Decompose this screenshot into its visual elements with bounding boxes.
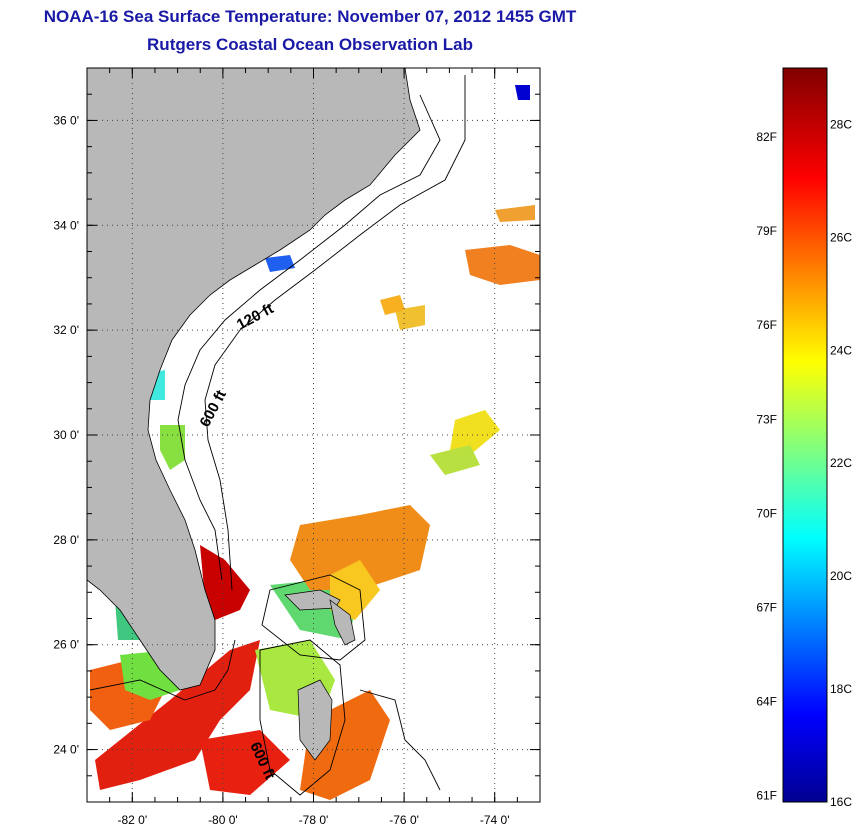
map-title: NOAA-16 Sea Surface Temperature: Novembe… <box>43 7 577 26</box>
map-axis-ticks: 24 0' 26 0' 28 0' 30 0' 32 0' 34 0' 36 0' -82 0… <box>53 67 541 827</box>
colorbar-celsius-label: 24C <box>830 343 852 357</box>
sst-patch-central-yellow <box>330 560 380 620</box>
lon-tick-label: -78 0' <box>299 813 329 827</box>
sst-patch-offshore-yellow2 <box>380 295 405 315</box>
lon-tick-label: -76 0' <box>389 813 419 827</box>
colorbar-celsius-label: 22C <box>830 456 852 470</box>
lat-tick-label: 32 0' <box>53 323 79 337</box>
colorbar <box>782 67 828 803</box>
colorbar-celsius-label: 28C <box>830 117 852 131</box>
lat-tick-label: 26 0' <box>53 638 79 652</box>
lat-tick-label: 24 0' <box>53 743 79 757</box>
sst-patch-central-orange <box>290 505 430 590</box>
lat-tick-label: 36 0' <box>53 113 79 127</box>
contour-600ft-bahamas <box>261 574 366 661</box>
sst-patch-coast-green <box>160 425 185 470</box>
colorbar-fahrenheit-label: 73F <box>756 412 777 426</box>
sst-patch-yellow-ne <box>450 410 500 455</box>
colorbar-celsius-label: 18C <box>830 682 852 696</box>
colorbar-fahrenheit-label: 67F <box>756 601 777 615</box>
colorbar-labels: 16C 18C 20C 22C 24C 26C 28C 61F 64F 67F 70F 73F 76F 7… <box>756 117 852 809</box>
bahamas-abaco <box>329 599 356 646</box>
colorbar-fahrenheit-label: 76F <box>756 318 777 332</box>
bahamas-grand-bahama <box>284 589 341 611</box>
colorbar-fahrenheit-label: 61F <box>756 789 777 803</box>
sst-patch-northeast-spot <box>515 85 530 100</box>
colorbar-celsius-label: 16C <box>830 795 852 809</box>
sst-patch-ne-small <box>495 205 535 222</box>
lon-tick-label: -80 0' <box>208 813 238 827</box>
colorbar-fahrenheit-label: 82F <box>756 130 777 144</box>
sst-patch-green-ne <box>430 445 480 475</box>
land-mass <box>87 68 421 691</box>
contour-gulf <box>89 639 236 701</box>
contour-600ft <box>204 75 466 591</box>
colorbar-celsius-label: 20C <box>830 569 852 583</box>
contour-east-bahamas <box>359 689 441 791</box>
lon-tick-label: -82 0' <box>117 813 147 827</box>
sst-patch-keys <box>95 640 260 790</box>
map-plot-area <box>87 68 540 802</box>
map-subtitle: Rutgers Coastal Ocean Observation Lab <box>147 35 473 54</box>
sst-patch-offshore-yellow <box>395 305 425 330</box>
sst-patch-north-east <box>465 245 540 285</box>
contour-120ft <box>177 94 441 581</box>
lat-tick-label: 28 0' <box>53 533 79 547</box>
map-grid <box>87 68 540 802</box>
lat-tick-label: 30 0' <box>53 428 79 442</box>
colorbar-fahrenheit-label: 64F <box>756 695 777 709</box>
bahamas-andros <box>297 679 333 761</box>
colorbar-fahrenheit-label: 70F <box>756 506 777 520</box>
sst-patch-gulfstream-south <box>200 545 250 620</box>
lon-tick-label: -74 0' <box>480 813 510 827</box>
contour-600ft-andros <box>259 639 346 796</box>
colorbar-celsius-label: 26C <box>830 230 852 244</box>
colorbar-fahrenheit-label: 79F <box>756 224 777 238</box>
bathymetry-contours <box>89 75 466 796</box>
lat-tick-label: 34 0' <box>53 218 79 232</box>
sst-patch-nc-blue <box>265 255 295 272</box>
